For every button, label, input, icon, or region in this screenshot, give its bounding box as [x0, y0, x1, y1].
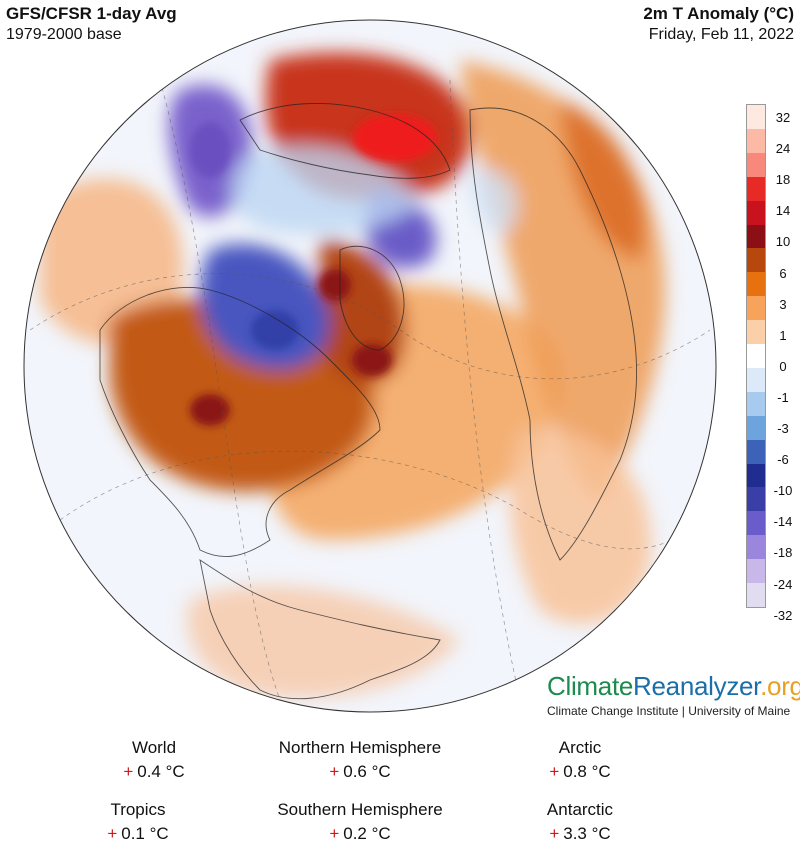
legend-label: 3: [779, 296, 787, 312]
variable-title: 2m T Anomaly (°C): [643, 4, 794, 23]
stat-nh-value: +0.6 °C: [240, 762, 480, 782]
brand-logo-part1: Climate: [547, 671, 634, 701]
brand-logo-part2: Reanalyzer: [633, 671, 761, 701]
legend-swatch: [747, 535, 765, 560]
legend-label: -10: [773, 483, 793, 499]
legend-label: -3: [777, 421, 789, 436]
stat-sign: +: [549, 824, 560, 843]
legend-swatch: [747, 128, 765, 154]
legend-label: 14: [775, 203, 791, 219]
legend-swatch: [747, 200, 765, 225]
stat-tropics-label: Tropics: [110, 800, 166, 819]
legend-label: -1: [777, 389, 789, 405]
stat-tropics-value: +0.1 °C: [18, 824, 258, 844]
stat-sh-label: Southern Hemisphere: [277, 800, 443, 819]
color-legend: [746, 104, 766, 608]
legend-label: -24: [773, 576, 793, 592]
legend-swatch: [747, 176, 765, 202]
stat-world-number: 0.4 °C: [137, 762, 185, 781]
stat-world: World +0.4 °C: [34, 738, 274, 782]
legend-label: 10: [775, 234, 791, 250]
map-header-right: 2m T Anomaly (°C) Friday, Feb 11, 2022: [643, 3, 794, 45]
baseline-subtitle: 1979-2000 base: [6, 26, 122, 43]
stat-arctic: Arctic +0.8 °C: [460, 738, 700, 782]
legend-label: 1: [779, 327, 787, 343]
stat-arctic-value: +0.8 °C: [460, 762, 700, 782]
legend-swatch: [747, 463, 765, 488]
legend-swatch: [747, 344, 765, 369]
legend-swatch: [747, 248, 765, 273]
stat-world-label: World: [131, 738, 177, 757]
stat-sign: +: [329, 762, 340, 781]
legend-label: 32: [775, 110, 791, 125]
legend-swatch: [747, 272, 765, 297]
brand-logo: ClimateReanalyzer.org: [547, 671, 800, 702]
stat-world-value: +0.4 °C: [34, 762, 274, 782]
legend-label: 18: [775, 172, 791, 188]
legend-label: -14: [773, 514, 793, 530]
legend-label: 24: [775, 141, 791, 157]
stat-sign: +: [329, 824, 340, 843]
legend-swatch: [747, 367, 765, 393]
legend-swatch: [747, 583, 765, 608]
stat-antarctic-number: 3.3 °C: [563, 824, 611, 843]
stat-nh: Northern Hemisphere +0.6 °C: [240, 738, 480, 782]
stat-tropics-number: 0.1 °C: [121, 824, 169, 843]
legend-swatch: [747, 391, 765, 417]
brand-block: ClimateReanalyzer.org Climate Change Ins…: [547, 671, 800, 718]
legend-label: -32: [773, 607, 793, 623]
stat-arctic-label: Arctic: [558, 738, 602, 757]
graticule: [29, 79, 711, 701]
legend-swatch: [747, 320, 765, 345]
stat-nh-label: Northern Hemisphere: [278, 738, 442, 757]
legend-swatch: [747, 105, 765, 130]
stat-arctic-number: 0.8 °C: [563, 762, 611, 781]
map-header-left: GFS/CFSR 1-day Avg 1979-2000 base: [6, 3, 177, 45]
legend-swatch: [747, 224, 765, 249]
legend-label: 0: [779, 358, 787, 374]
legend-swatch: [747, 152, 765, 178]
legend-label: -6: [777, 452, 789, 468]
legend-swatch: [747, 415, 765, 441]
legend-label: 6: [779, 265, 787, 281]
legend-swatch: [747, 559, 765, 584]
stat-sh-number: 0.2 °C: [343, 824, 391, 843]
legend-label: -18: [773, 545, 793, 561]
legend-swatch: [747, 439, 765, 465]
stat-tropics: Tropics +0.1 °C: [18, 800, 258, 844]
legend-swatch: [747, 511, 765, 536]
brand-logo-part3: .org: [760, 671, 800, 701]
brand-subtitle: Climate Change Institute | University of…: [547, 704, 791, 718]
stat-sign: +: [123, 762, 134, 781]
coastlines: [99, 102, 637, 700]
stat-antarctic-label: Antarctic: [546, 800, 614, 819]
date-subtitle: Friday, Feb 11, 2022: [648, 26, 794, 43]
model-title: GFS/CFSR 1-day Avg: [6, 4, 177, 23]
stat-sign: +: [107, 824, 118, 843]
stat-sh: Southern Hemisphere +0.2 °C: [240, 800, 480, 844]
stat-antarctic-value: +3.3 °C: [460, 824, 700, 844]
globe-outline: [23, 19, 717, 713]
legend-swatch: [747, 296, 765, 321]
legend-swatch: [747, 487, 765, 512]
stat-sh-value: +0.2 °C: [240, 824, 480, 844]
stat-antarctic: Antarctic +3.3 °C: [460, 800, 700, 844]
stat-sign: +: [549, 762, 560, 781]
stat-nh-number: 0.6 °C: [343, 762, 391, 781]
